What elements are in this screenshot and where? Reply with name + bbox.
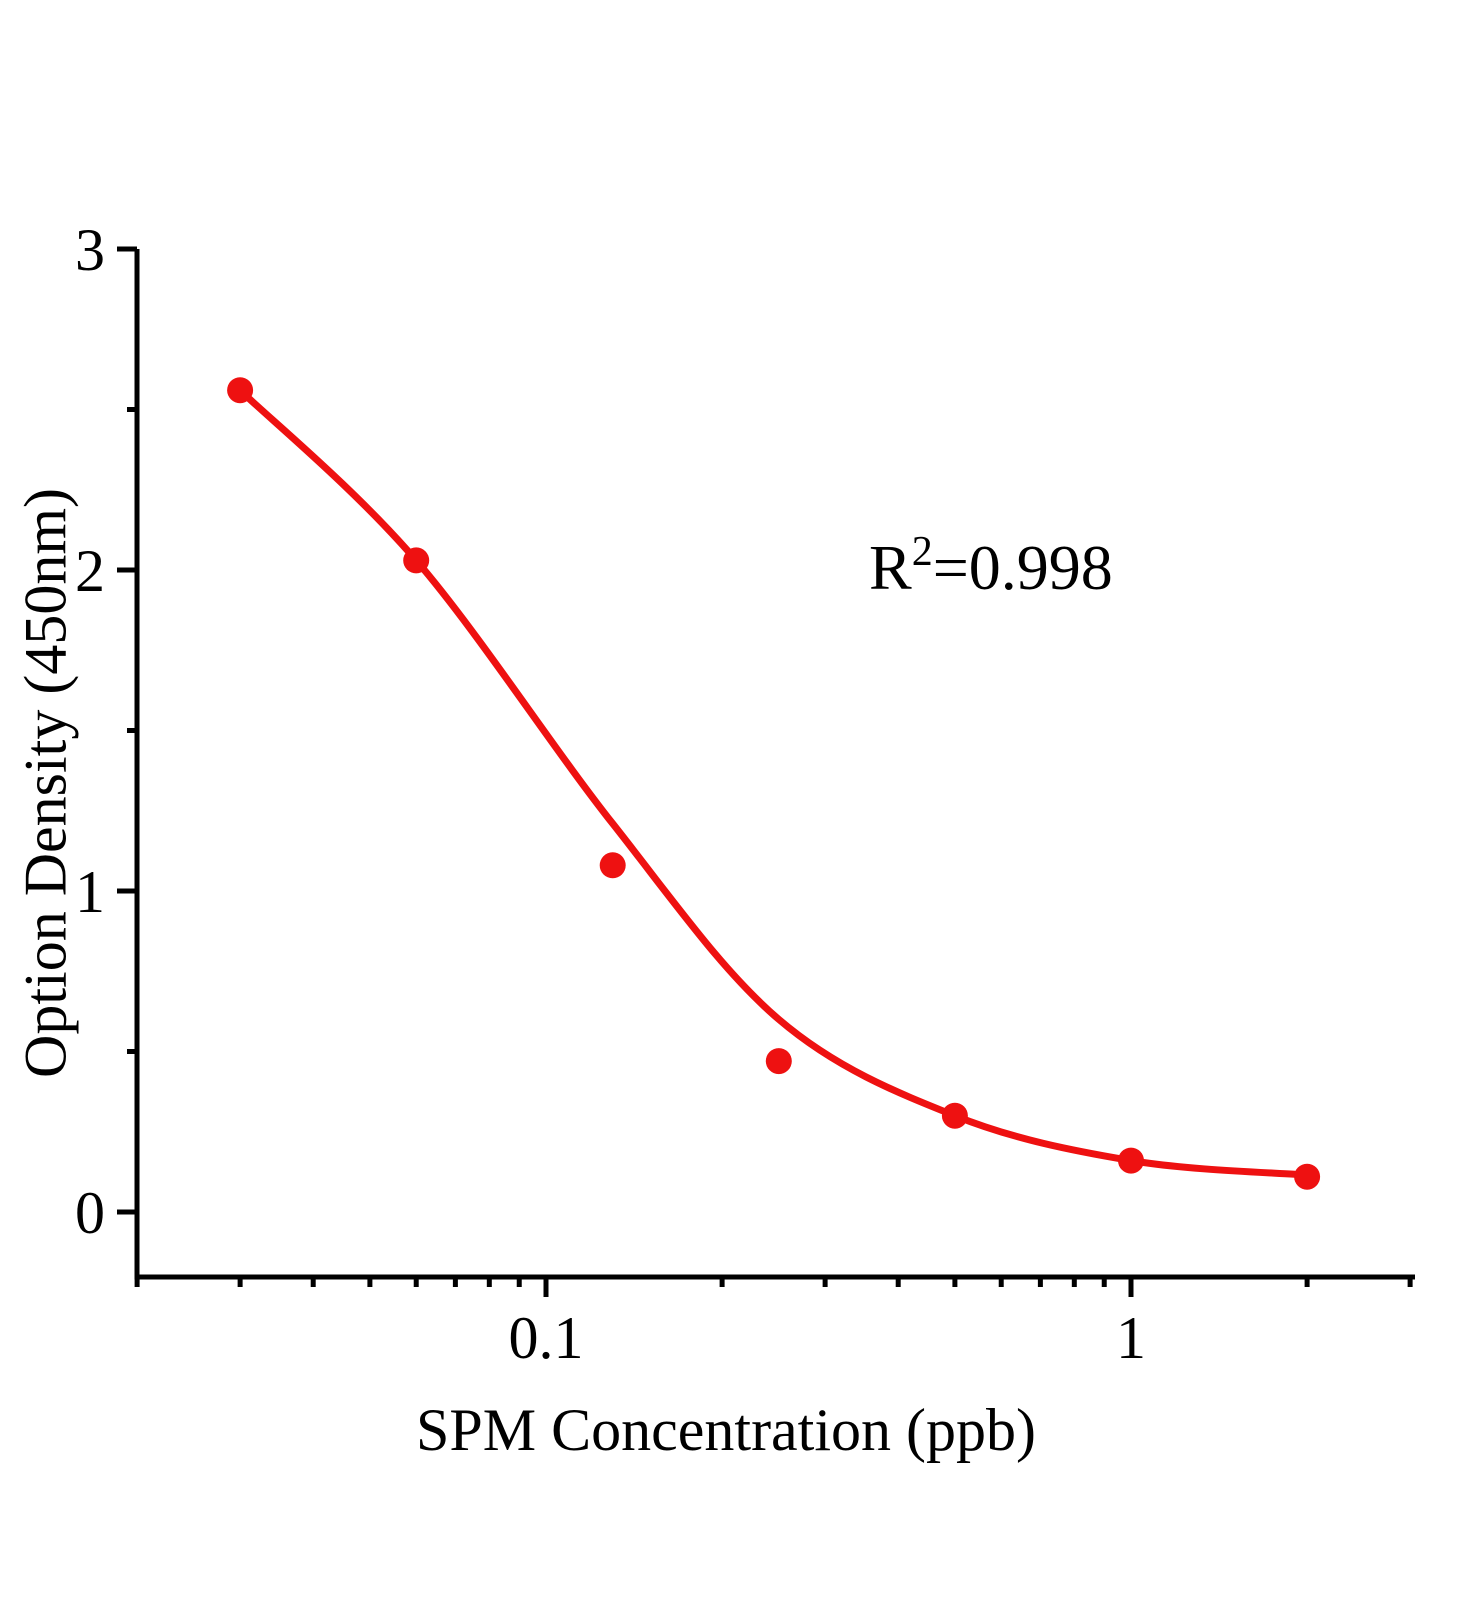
y-tick-label: 1 — [75, 859, 105, 925]
y-axis-title: Option Density (450nm) — [12, 488, 79, 1078]
x-tick-label: 1 — [1116, 1305, 1146, 1371]
x-axis-title: SPM Concentration (ppb) — [416, 1397, 1036, 1463]
x-tick-label: 0.1 — [509, 1305, 584, 1371]
data-point — [599, 852, 626, 879]
r2-symbol: R — [869, 532, 912, 603]
data-point — [1294, 1163, 1321, 1190]
data-point — [403, 547, 430, 574]
data-point — [1118, 1147, 1144, 1174]
data-point — [941, 1102, 968, 1129]
r2-value: =0.998 — [932, 532, 1113, 603]
data-point — [765, 1048, 792, 1075]
r-squared-annotation: R2=0.998 — [869, 531, 1113, 605]
y-tick-label: 2 — [75, 538, 105, 604]
y-tick-label: 0 — [75, 1180, 105, 1246]
r2-superscript: 2 — [911, 529, 933, 575]
data-point — [227, 377, 254, 404]
y-tick-label: 3 — [75, 217, 105, 283]
axis-spine — [134, 249, 1415, 1280]
